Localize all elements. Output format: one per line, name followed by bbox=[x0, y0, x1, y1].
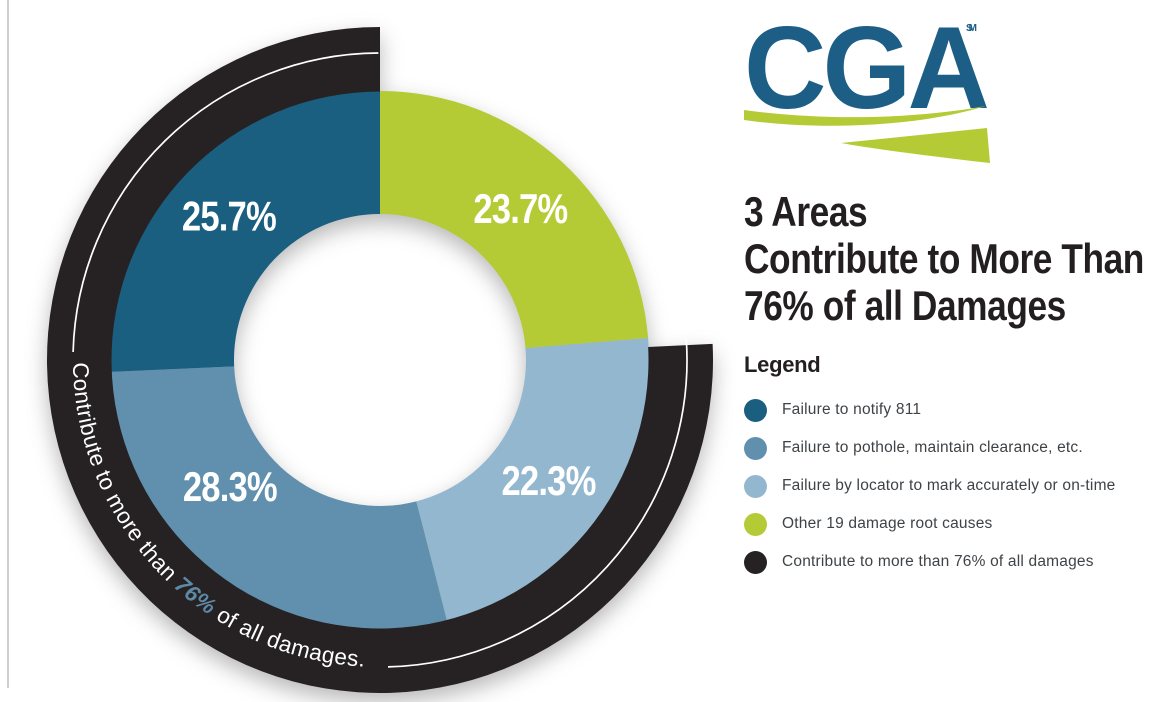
donut-segment-2 bbox=[416, 338, 649, 621]
legend-item-label: Contribute to more than 76% of all damag… bbox=[782, 553, 1094, 570]
title-line-1: 3 Areas bbox=[744, 188, 868, 235]
segment-value-label-2: 22.3% bbox=[502, 457, 597, 504]
ring-guide-line-2 bbox=[388, 338, 688, 668]
legend-item-label: Failure to pothole, maintain clearance, … bbox=[782, 439, 1083, 456]
title-line-3: 76% of all Damages bbox=[744, 282, 1066, 329]
legend-item-5: Contribute to more than 76% of all damag… bbox=[744, 543, 1164, 581]
legend-swatch-icon bbox=[744, 512, 767, 536]
segment-value-label-1: 23.7% bbox=[473, 185, 568, 232]
legend-items: Failure to notify 811 Failure to pothole,… bbox=[744, 391, 1164, 581]
legend-swatch-icon bbox=[744, 398, 767, 422]
donut-segment-labels: 23.7% 22.3% 28.3% 25.7% bbox=[182, 185, 597, 510]
cga-logo: CGA SM bbox=[744, 18, 991, 163]
legend: Legend Failure to notify 811 Failure to p… bbox=[744, 352, 1164, 581]
coverage-ring-lines bbox=[72, 52, 688, 668]
legend-item-2: Failure to pothole, maintain clearance, … bbox=[744, 429, 1164, 467]
legend-item-label: Other 19 damage root causes bbox=[782, 515, 993, 532]
segment-value-label-3: 28.3% bbox=[183, 463, 278, 510]
donut-chart: Contribute to more than 76% of all damag… bbox=[47, 27, 714, 693]
legend-item-label: Failure to notify 811 bbox=[782, 401, 922, 418]
logo-swoosh-lower-icon bbox=[841, 128, 990, 163]
page-edge-line bbox=[7, 0, 9, 688]
legend-swatch-icon bbox=[744, 436, 767, 460]
donut-segment-1 bbox=[380, 91, 649, 349]
logo-swoosh-upper-icon bbox=[744, 106, 986, 126]
legend-swatch-icon bbox=[744, 550, 767, 574]
legend-item-4: Other 19 damage root causes bbox=[744, 505, 1164, 543]
legend-item-1: Failure to notify 811 bbox=[744, 391, 1164, 429]
segment-value-label-4: 25.7% bbox=[182, 193, 277, 240]
page-title: 3 Areas Contribute to More Than 76% of a… bbox=[744, 188, 1144, 329]
title-line-2: Contribute to More Than bbox=[744, 235, 1144, 282]
legend-swatch-icon bbox=[744, 474, 767, 498]
donut-segment-3 bbox=[111, 366, 447, 630]
legend-item-label: Failure by locator to mark accurately or… bbox=[782, 477, 1116, 494]
ring-guide-line-1 bbox=[72, 52, 379, 352]
legend-heading: Legend bbox=[744, 352, 821, 377]
donut-segment-4 bbox=[110, 91, 380, 372]
donut-segments bbox=[110, 91, 649, 630]
legend-item-3: Failure by locator to mark accurately or… bbox=[744, 467, 1164, 505]
